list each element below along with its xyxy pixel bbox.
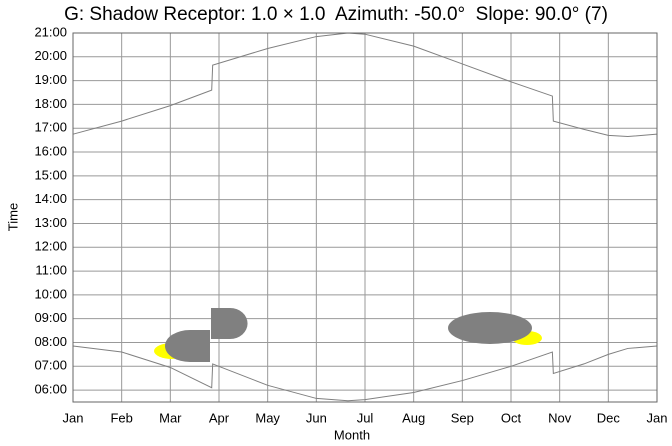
- shadow-region: [211, 308, 248, 339]
- y-tick-label: 18:00: [34, 96, 67, 111]
- x-tick-label: Feb: [110, 410, 132, 425]
- x-tick-label: May: [255, 410, 280, 425]
- x-axis-label: Month: [334, 427, 370, 442]
- x-tick-label: Jun: [306, 410, 327, 425]
- x-tick-label: Sep: [451, 410, 474, 425]
- x-tick-label: Aug: [402, 410, 425, 425]
- y-tick-label: 13:00: [34, 215, 67, 230]
- shadow-region: [165, 330, 210, 362]
- y-tick-label: 12:00: [34, 239, 67, 254]
- shadow-regions: [154, 308, 542, 362]
- x-tick-label: Jan: [647, 410, 668, 425]
- y-axis-label: Time: [5, 203, 20, 231]
- x-tick-label: Jul: [357, 410, 374, 425]
- y-tick-label: 21:00: [34, 24, 67, 39]
- x-tick-label: Oct: [501, 410, 522, 425]
- plot-border: [72, 32, 658, 403]
- chart-title: G: Shadow Receptor: 1.0 × 1.0 Azimuth: -…: [64, 4, 608, 25]
- y-tick-label: 09:00: [34, 310, 67, 325]
- y-tick-label: 10:00: [34, 286, 67, 301]
- x-tick-label: Nov: [548, 410, 572, 425]
- y-tick-label: 15:00: [34, 167, 67, 182]
- line-series: [72, 32, 658, 138]
- y-tick-label: 20:00: [34, 48, 67, 63]
- y-tick-label: 08:00: [34, 334, 67, 349]
- shadow-region: [448, 312, 532, 344]
- y-tick-label: 11:00: [35, 263, 67, 278]
- y-tick-label: 19:00: [34, 72, 67, 87]
- x-tick-label: Mar: [159, 410, 182, 425]
- y-tick-label: 07:00: [34, 358, 67, 373]
- x-tick-label: Dec: [597, 410, 621, 425]
- y-tick-label: 17:00: [34, 120, 67, 135]
- y-tick-label: 14:00: [34, 191, 67, 206]
- x-tick-label: Jan: [63, 410, 84, 425]
- y-tick-label: 16:00: [34, 143, 67, 158]
- plot-area: 06:00 07:00 08:00 09:00 10:00 11:00 12:00 13:00…: [34, 24, 667, 425]
- line-series: [72, 345, 658, 402]
- x-tick-label: Apr: [209, 410, 230, 425]
- y-tick-label: 06:00: [34, 382, 67, 397]
